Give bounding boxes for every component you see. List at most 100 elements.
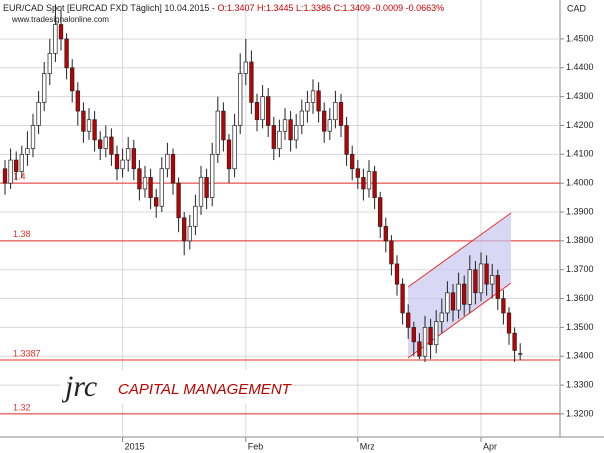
candle-body bbox=[103, 136, 108, 149]
candle-body bbox=[58, 24, 64, 40]
candle-body bbox=[434, 321, 439, 346]
candle-body bbox=[8, 159, 13, 184]
candle-body bbox=[394, 263, 400, 285]
candle-body bbox=[305, 102, 310, 112]
candle-body bbox=[495, 275, 500, 299]
candle-body bbox=[411, 327, 416, 343]
candle-body bbox=[182, 217, 187, 242]
candle-body bbox=[288, 119, 293, 141]
candle-body bbox=[142, 177, 148, 190]
candle-body bbox=[193, 205, 198, 227]
candle-body bbox=[316, 90, 321, 112]
candle-body bbox=[198, 177, 204, 207]
candle-body bbox=[210, 153, 215, 198]
candle-body bbox=[445, 292, 450, 314]
candle-body bbox=[512, 332, 517, 351]
candle-body bbox=[518, 353, 523, 355]
candle-body bbox=[490, 275, 495, 285]
ohlc-label: O:1.3407 H:1.3445 L:1.3386 C:1.3409 -0.0… bbox=[217, 3, 444, 13]
candle-body bbox=[176, 182, 181, 219]
candle-body bbox=[53, 24, 58, 54]
candle-body bbox=[109, 136, 114, 155]
y-tick-label: 1.4400 bbox=[566, 62, 594, 72]
y-tick-label: 1.3300 bbox=[566, 379, 594, 389]
y-tick-label: 1.3600 bbox=[566, 293, 594, 303]
candle-body bbox=[70, 67, 75, 92]
candle-body bbox=[355, 168, 360, 178]
candle-body bbox=[254, 102, 260, 121]
header: EUR/CAD Spot [EURCAD FXD Täglich] 10.04.… bbox=[3, 3, 444, 13]
candle-body bbox=[131, 148, 136, 170]
candle-body bbox=[92, 119, 97, 141]
candle-body bbox=[299, 110, 304, 126]
candle-body bbox=[64, 38, 69, 69]
candle-body bbox=[501, 298, 506, 314]
candle-body bbox=[277, 130, 282, 149]
candle-body bbox=[383, 226, 388, 242]
candle-body bbox=[238, 73, 243, 126]
y-tick-label: 1.4500 bbox=[566, 33, 594, 43]
candle-body bbox=[260, 96, 265, 121]
candle-body bbox=[372, 171, 377, 198]
level-label: 1.4 bbox=[13, 172, 26, 182]
candle-body bbox=[271, 125, 276, 149]
logo-text: CAPITAL MANAGEMENT bbox=[118, 381, 293, 398]
candle-body bbox=[47, 53, 52, 74]
candle-body bbox=[165, 153, 170, 170]
grid: 1.4 1.38 1.3387 1.32 bbox=[0, 0, 560, 437]
candle-body bbox=[406, 312, 411, 328]
candle-body bbox=[2, 168, 8, 184]
candle-body bbox=[282, 119, 288, 132]
y-tick-label: 1.4200 bbox=[566, 120, 594, 130]
candle-body bbox=[243, 61, 248, 74]
candle-body bbox=[366, 171, 372, 190]
candle-body bbox=[25, 148, 30, 155]
y-tick-label: 1.4300 bbox=[566, 91, 594, 101]
candle-body bbox=[98, 139, 103, 149]
candle-body bbox=[428, 327, 433, 346]
candle-body bbox=[137, 168, 142, 190]
candle-body bbox=[154, 197, 159, 207]
candle-body bbox=[484, 263, 489, 285]
chart-title: EUR/CAD Spot [EURCAD FXD Täglich] 10.04.… bbox=[3, 3, 215, 13]
candle-body bbox=[232, 125, 237, 170]
y-tick-label: 1.3800 bbox=[566, 235, 594, 245]
candle-body bbox=[378, 197, 383, 227]
candle-body bbox=[114, 153, 120, 170]
logo-bg bbox=[60, 370, 260, 404]
level-label: 1.32 bbox=[13, 402, 31, 412]
candles bbox=[2, 4, 523, 363]
candle-body bbox=[215, 110, 220, 155]
candle-body bbox=[120, 159, 125, 170]
candle-body bbox=[86, 119, 92, 132]
y-tick-label: 1.4100 bbox=[566, 149, 594, 159]
candle-body bbox=[322, 110, 327, 132]
candle-body bbox=[294, 125, 299, 141]
candle-body bbox=[159, 168, 164, 207]
candle-body bbox=[75, 90, 80, 112]
candle-body bbox=[204, 177, 209, 198]
candle-body bbox=[450, 292, 456, 311]
y-tick-label: 1.3400 bbox=[566, 351, 594, 361]
candle-body bbox=[456, 283, 461, 311]
candle-body bbox=[467, 269, 472, 305]
y-tick-label: 1.4000 bbox=[566, 178, 594, 188]
candle-body bbox=[361, 177, 366, 190]
candle-body bbox=[333, 102, 338, 121]
candle-body bbox=[42, 73, 47, 103]
x-tick-label: Apr bbox=[483, 441, 497, 451]
candle-body bbox=[327, 119, 332, 132]
candle-body bbox=[148, 177, 153, 198]
level-label: 1.3387 bbox=[13, 348, 41, 358]
logo: jrc CAPITAL MANAGEMENT bbox=[60, 370, 293, 404]
candle-body bbox=[126, 148, 131, 161]
candle-body bbox=[506, 312, 512, 334]
x-tick-label: Mrz bbox=[360, 441, 375, 451]
y-tick-label: 1.3900 bbox=[566, 206, 594, 216]
candle-body bbox=[81, 110, 86, 132]
x-tick-label: Feb bbox=[248, 441, 264, 451]
candle-body bbox=[400, 283, 405, 314]
x-tick-label: 2015 bbox=[125, 441, 145, 451]
candle-body bbox=[344, 125, 349, 155]
